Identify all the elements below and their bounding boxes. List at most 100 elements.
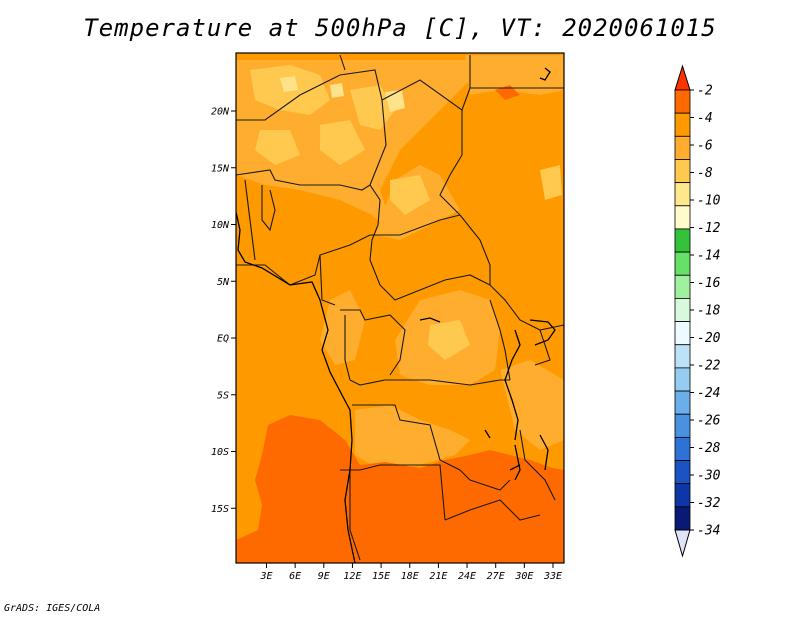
lon-tick-label: 24E <box>458 571 476 582</box>
lon-tick-label: 3E <box>259 571 272 582</box>
lon-tick-label: 27E <box>487 571 505 582</box>
colorbar-label: -26 <box>697 414 721 429</box>
colorbar-segment <box>674 460 691 485</box>
colorbar-segment <box>674 483 691 508</box>
colorbar-label: -34 <box>697 524 720 539</box>
country-border <box>236 169 381 261</box>
colorbar-segment <box>674 390 691 415</box>
colorbar-bottom-triangle <box>674 529 691 558</box>
chart-title: Temperature at 500hPa [C], VT: 202006101… <box>83 14 717 42</box>
country-border <box>340 309 406 376</box>
colorbar-segment <box>674 321 691 346</box>
field-region-minus2 <box>236 415 564 563</box>
country-border <box>244 179 256 261</box>
colorbar-top-triangle <box>674 64 691 91</box>
lat-tick-label: 15S <box>211 504 229 515</box>
colorbar-segment <box>674 436 691 461</box>
colorbar-segment <box>674 367 691 392</box>
colorbar-label: -30 <box>697 469 721 484</box>
coastline <box>509 464 521 471</box>
country-border <box>349 470 361 561</box>
lat-tick-label: 15N <box>211 163 230 174</box>
coastline <box>514 444 521 481</box>
colorbar-label: -4 <box>697 111 713 126</box>
colorbar-segment <box>674 112 691 137</box>
lat-tick-label: 5N <box>217 277 230 288</box>
colorbar-label: -16 <box>697 276 721 291</box>
lon-tick-label: 12E <box>343 571 361 582</box>
field-region-minus6 <box>355 405 470 470</box>
colorbar-segment <box>674 135 691 160</box>
country-border <box>519 429 556 501</box>
colorbar-label: -22 <box>697 359 721 374</box>
country-border <box>236 69 387 186</box>
lat-tick-label: 5S <box>217 390 229 401</box>
field-region-minus8 <box>540 165 562 200</box>
map-frame <box>235 52 565 564</box>
field-region-minus8 <box>255 130 300 165</box>
coastline <box>539 434 549 471</box>
colorbar-segment <box>674 251 691 276</box>
field-region-minus10 <box>330 83 344 98</box>
colorbar-label: -2 <box>697 84 713 99</box>
colorbar-segment <box>674 89 691 114</box>
country-border <box>344 315 351 381</box>
colorbar-label: -8 <box>697 166 713 181</box>
coastline <box>529 319 556 346</box>
colorbar-label: -18 <box>697 304 721 319</box>
colorbar-label: -20 <box>697 331 721 346</box>
country-border <box>319 254 336 306</box>
map-plot-area <box>235 52 565 564</box>
grads-credit: GrADS: IGES/COLA <box>4 603 101 614</box>
coastline <box>484 429 491 439</box>
coastline <box>419 317 441 323</box>
country-border <box>261 185 276 232</box>
country-border <box>381 79 463 216</box>
country-border <box>339 54 346 71</box>
colorbar-label: -32 <box>697 496 721 511</box>
coastline <box>236 211 356 563</box>
lat-tick-label: 20N <box>211 107 230 118</box>
country-border <box>459 214 564 331</box>
colorbar-segment <box>674 228 691 253</box>
country-border <box>236 214 461 286</box>
colorbar-segment <box>674 274 691 299</box>
colorbar-segment <box>674 344 691 369</box>
coastline <box>504 329 521 441</box>
country-border <box>349 379 510 386</box>
colorbar-segment <box>674 182 691 207</box>
country-border <box>534 329 551 366</box>
lon-tick-label: 6E <box>289 571 301 582</box>
field-region-minus6 <box>500 360 564 450</box>
colorbar-segment <box>674 298 691 322</box>
colorbar-label: -14 <box>697 249 720 264</box>
colorbar-segment <box>674 506 691 531</box>
country-border <box>352 404 461 471</box>
lon-tick-label: 15E <box>372 571 390 582</box>
lon-tick-label: 30E <box>514 571 533 582</box>
colorbar-label: -24 <box>697 386 720 401</box>
country-border <box>489 299 511 381</box>
field-region-minus6 <box>320 290 365 365</box>
lon-tick-label: 9E <box>318 571 330 582</box>
country-border <box>459 469 511 491</box>
field-region-minus8 <box>428 320 470 360</box>
field-region-minus6 <box>465 55 564 95</box>
country-border <box>444 499 541 521</box>
colorbar-label: -12 <box>697 221 721 236</box>
country-border <box>369 259 491 301</box>
coastline <box>539 67 551 81</box>
lon-tick-label: 33E <box>543 571 562 582</box>
field-region-minus2 <box>495 85 520 100</box>
field-region-minus8 <box>320 120 365 165</box>
lat-tick-label: 10N <box>211 220 230 231</box>
colorbar-label: -28 <box>697 441 721 456</box>
lon-tick-label: 18E <box>401 571 419 582</box>
lat-tick-label: EQ <box>217 334 229 345</box>
colorbar-label: -6 <box>697 139 713 154</box>
field-region-minus10 <box>280 76 298 92</box>
lat-tick-label: 10S <box>211 447 229 458</box>
colorbar-segment <box>674 205 691 230</box>
colorbar: -2 -4 -6 -8 -10 -12 -14 -16 -18 -20 -22 -24 -26 -28 -3… <box>674 64 721 558</box>
